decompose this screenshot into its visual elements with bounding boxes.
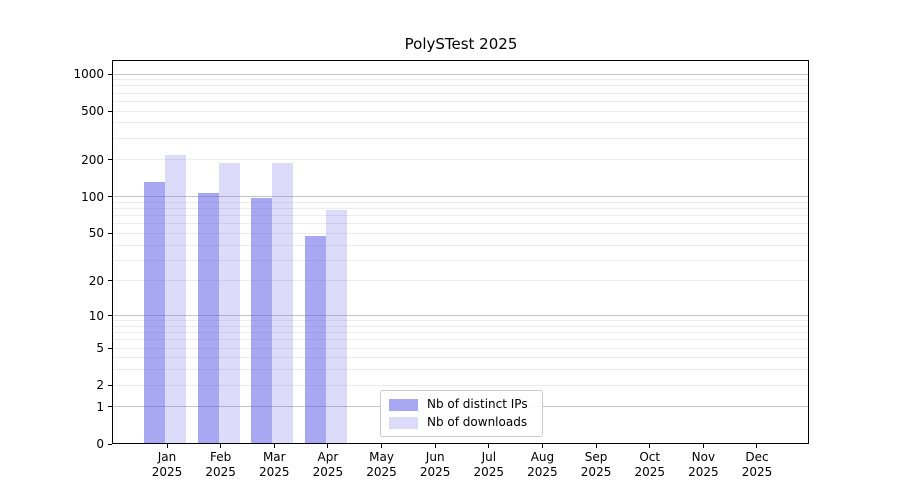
y-tick-mark-5 [108, 347, 112, 349]
bar-ips-apr [304, 235, 326, 443]
gridline-minor-400 [113, 122, 809, 124]
y-tick-label-50: 50 [88, 226, 104, 241]
gridline-minor-50 [113, 232, 809, 234]
y-tick-label-2: 2 [96, 378, 104, 393]
x-tick-label-jul: Jul 2025 [473, 450, 505, 479]
y-tick-label-1000: 1000 [73, 67, 104, 81]
y-tick-mark-100 [108, 196, 112, 198]
gridline-minor-500 [113, 110, 809, 112]
chart-title: PolySTest 2025 [404, 35, 518, 53]
y-tick-mark-20 [108, 280, 112, 282]
y-tick-label-500: 500 [81, 104, 104, 119]
x-tick-mark-dec [756, 444, 758, 448]
y-tick-mark-2 [108, 384, 112, 386]
gridline-minor-3 [113, 369, 809, 371]
y-tick-mark-1000 [108, 73, 112, 75]
x-tick-mark-feb [220, 444, 222, 448]
x-tick-mark-may [381, 444, 383, 448]
gridline-minor-40 [113, 244, 809, 246]
x-tick-mark-jan [166, 444, 168, 448]
x-tick-label-feb: Feb 2025 [205, 450, 236, 479]
y-tick-label-0: 0 [96, 437, 104, 451]
legend-label-distinct-ips: Nb of distinct IPs [427, 397, 528, 411]
y-tick-mark-50 [108, 232, 112, 234]
x-tick-mark-aug [541, 444, 543, 448]
gridline-minor-30 [113, 259, 809, 261]
y-tick-mark-200 [108, 159, 112, 161]
y-tick-label-20: 20 [88, 273, 104, 288]
x-tick-label-may: May 2025 [366, 450, 397, 479]
gridline-minor-6 [113, 339, 809, 341]
x-tick-label-mar: Mar 2025 [258, 450, 290, 479]
x-tick-mark-apr [327, 444, 329, 448]
y-tick-mark-500 [108, 110, 112, 112]
gridline-minor-80 [113, 208, 809, 210]
gridline-minor-700 [113, 92, 809, 94]
legend: Nb of distinct IPs Nb of downloads [380, 390, 543, 437]
bar-downloads-feb [218, 162, 240, 443]
x-tick-label-jan: Jan 2025 [151, 450, 183, 479]
y-tick-mark-1 [108, 406, 112, 408]
gridline-minor-200 [113, 159, 809, 161]
x-tick-label-nov: Nov 2025 [688, 450, 719, 479]
x-tick-mark-mar [273, 444, 275, 448]
legend-swatch-distinct-ips [389, 398, 418, 411]
y-tick-label-10: 10 [88, 308, 104, 323]
x-tick-label-aug: Aug 2025 [527, 450, 558, 479]
y-tick-mark-10 [108, 315, 112, 317]
gridline-minor-2 [113, 384, 809, 386]
y-tick-label-5: 5 [96, 341, 104, 356]
gridline-minor-20 [113, 280, 809, 282]
x-tick-label-sep: Sep 2025 [580, 450, 612, 479]
bar-ips-jan [144, 181, 165, 443]
gridline-minor-5 [113, 347, 809, 349]
gridline-major-10 [113, 315, 809, 317]
gridline-major-1000 [113, 73, 809, 75]
bar-downloads-apr [325, 209, 347, 443]
gridline-minor-900 [113, 79, 809, 81]
gridline-minor-8 [113, 325, 809, 327]
y-tick-mark-0 [108, 443, 112, 445]
x-tick-mark-jul [488, 444, 490, 448]
legend-entry-distinct-ips: Nb of distinct IPs [389, 398, 534, 411]
x-tick-mark-jun [434, 444, 436, 448]
gridline-minor-60 [113, 223, 809, 225]
x-tick-mark-oct [649, 444, 651, 448]
y-tick-label-100: 100 [81, 189, 104, 204]
legend-swatch-downloads [389, 416, 418, 429]
legend-entry-downloads: Nb of downloads [389, 416, 534, 429]
plot-frame [112, 60, 809, 444]
legend-label-downloads: Nb of downloads [427, 415, 528, 429]
gridline-minor-9 [113, 320, 809, 322]
x-tick-label-oct: Oct 2025 [634, 450, 665, 479]
bar-downloads-jan [165, 154, 186, 443]
x-tick-mark-sep [595, 444, 597, 448]
bar-downloads-mar [272, 162, 294, 443]
bar-ips-feb [197, 193, 219, 443]
y-tick-label-1: 1 [96, 399, 104, 414]
gridline-minor-90 [113, 201, 809, 203]
x-tick-label-dec: Dec 2025 [741, 450, 773, 479]
bar-ips-mar [251, 198, 273, 443]
gridline-minor-7 [113, 332, 809, 334]
gridline-minor-800 [113, 85, 809, 87]
gridline-minor-70 [113, 215, 809, 217]
gridline-minor-600 [113, 100, 809, 102]
x-tick-label-apr: Apr 2025 [312, 450, 344, 479]
gridline-minor-4 [113, 357, 809, 359]
gridline-major-100 [113, 196, 809, 198]
y-tick-label-200: 200 [81, 152, 104, 167]
x-tick-label-jun: Jun 2025 [419, 450, 451, 479]
x-tick-mark-nov [702, 444, 704, 448]
gridline-minor-300 [113, 137, 809, 139]
